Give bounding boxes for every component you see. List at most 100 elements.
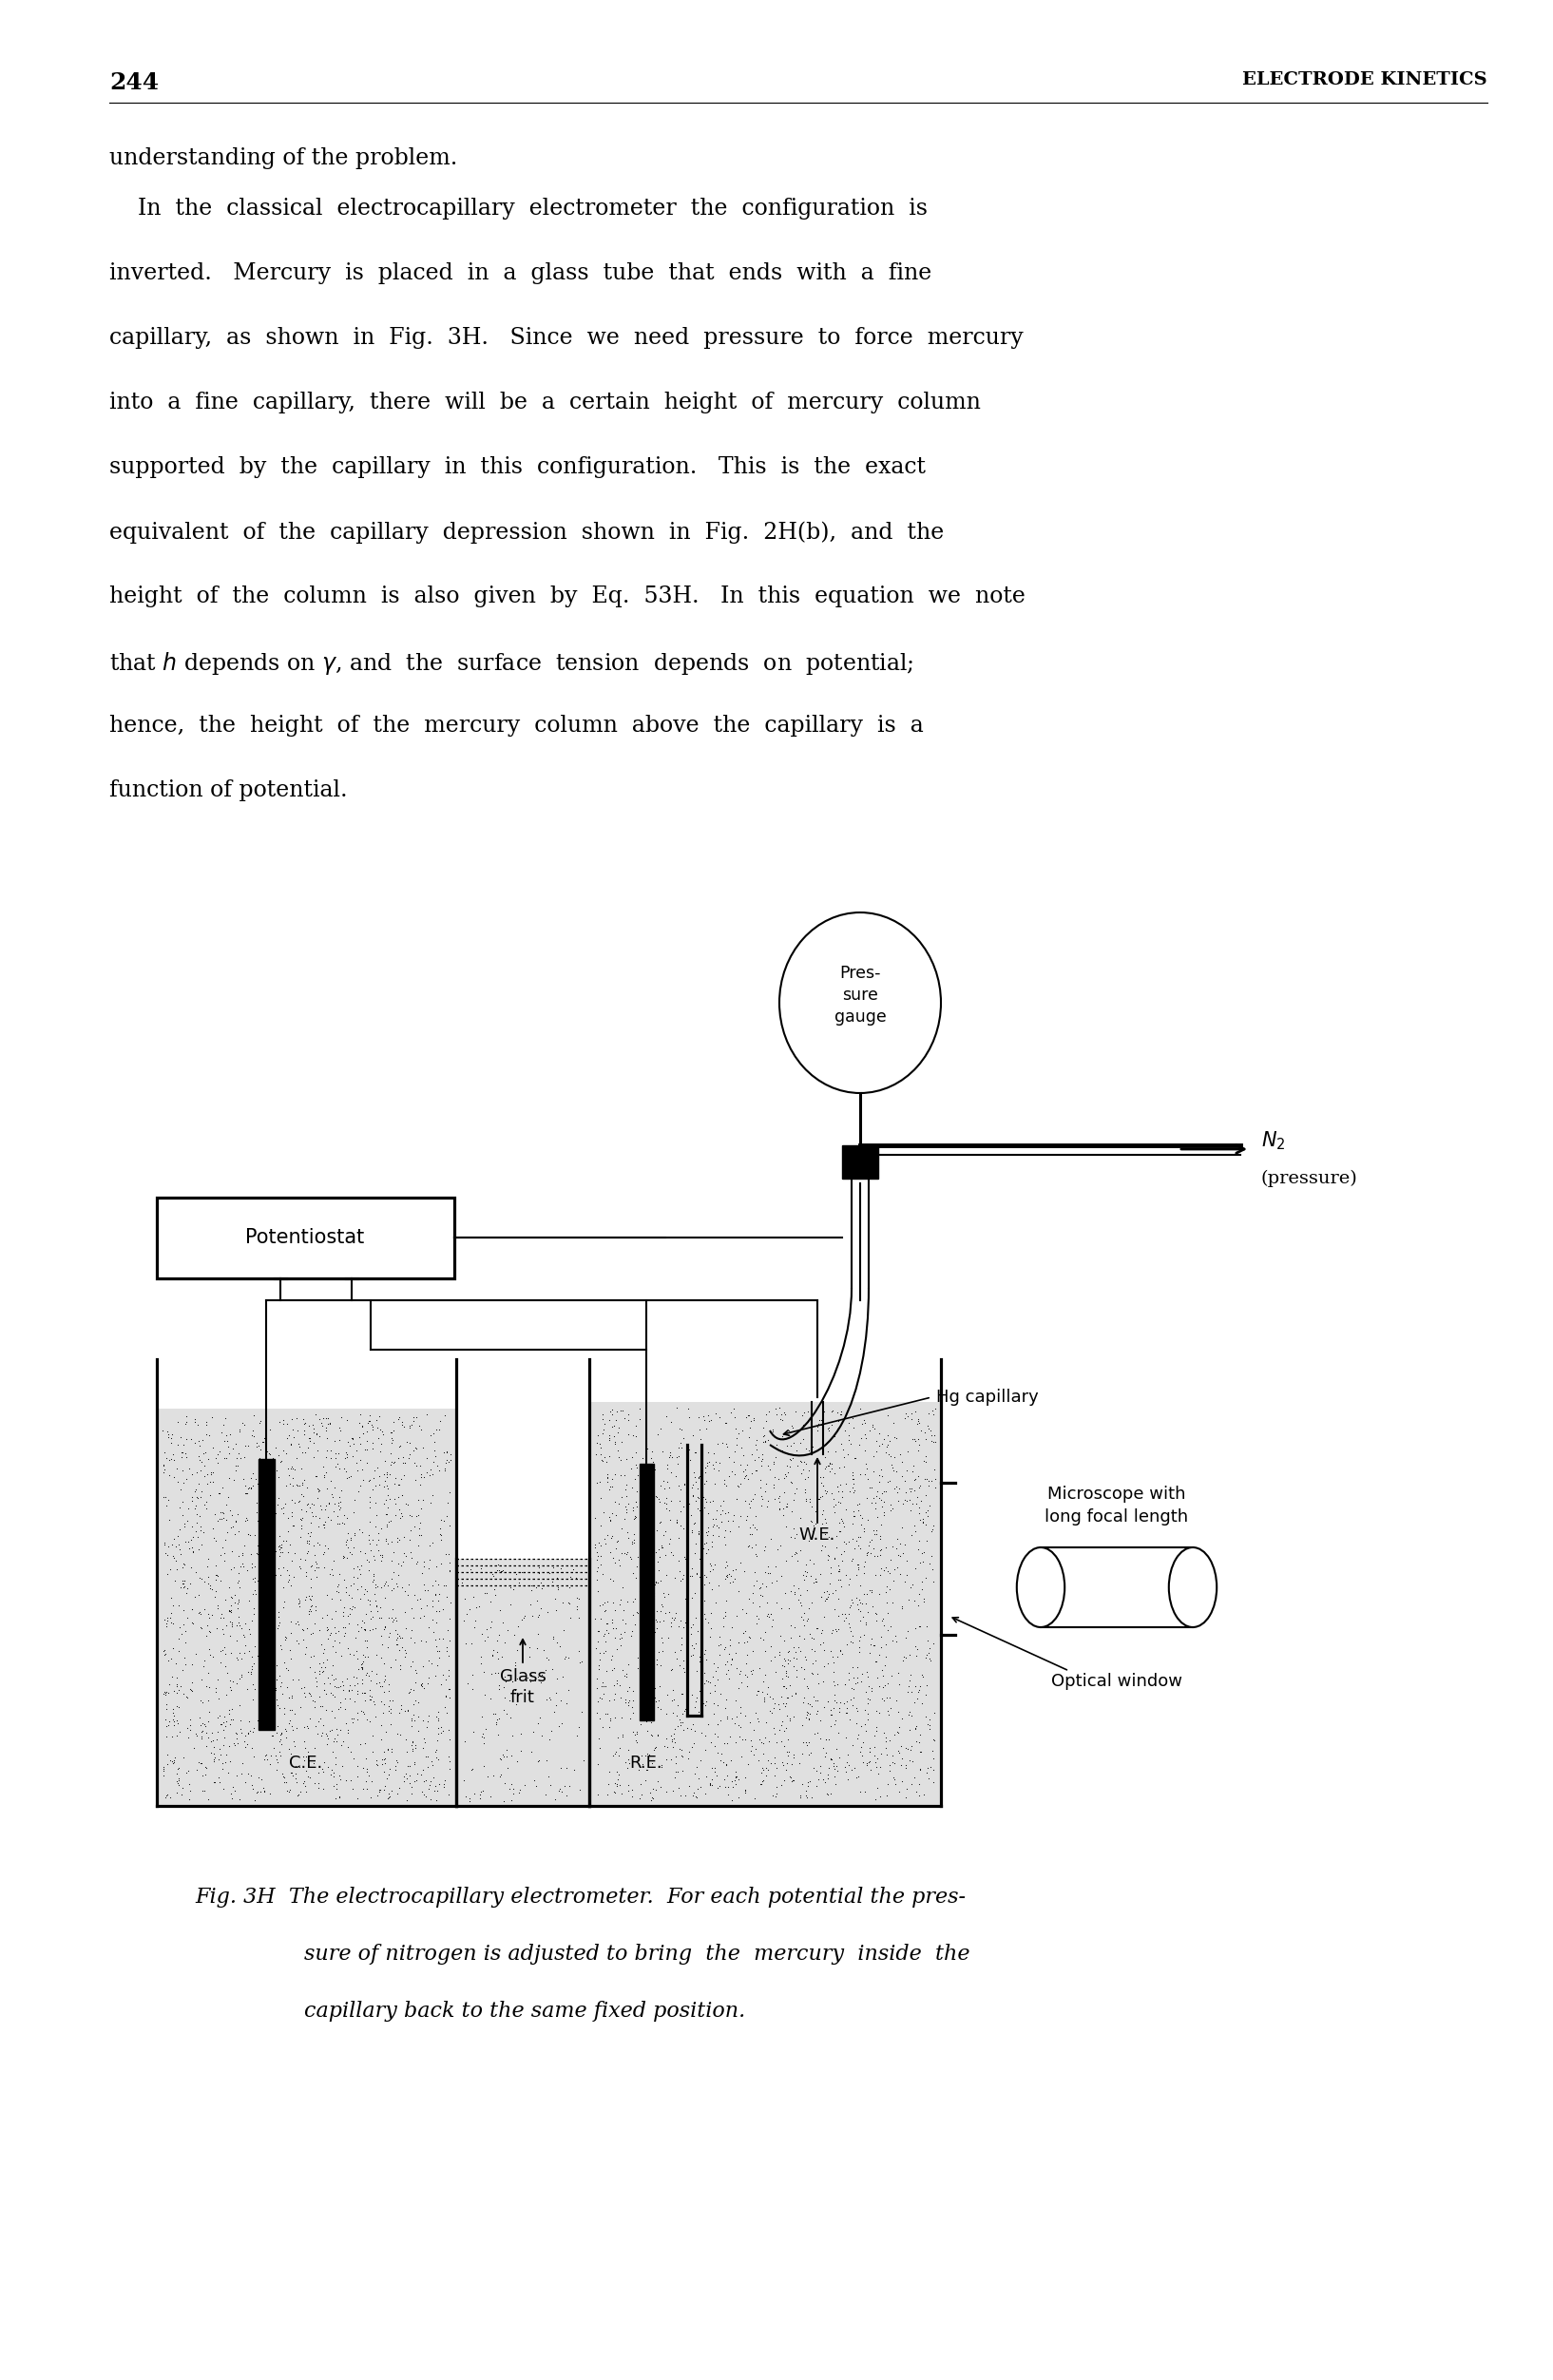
Point: [415, 1747, 439, 1785]
Point: [615, 1771, 640, 1809]
Point: [603, 1426, 627, 1464]
Point: [256, 1435, 281, 1473]
Point: [353, 1725, 377, 1764]
Point: [808, 1721, 832, 1759]
Point: [599, 1599, 624, 1637]
Point: [881, 1621, 905, 1659]
Point: [416, 1609, 441, 1647]
Point: [247, 1509, 272, 1547]
Point: [849, 1654, 874, 1692]
Point: [202, 1735, 227, 1773]
Point: [357, 1583, 382, 1621]
Point: [376, 1476, 401, 1514]
Point: [582, 1526, 607, 1564]
Point: [895, 1452, 919, 1490]
Point: [228, 1656, 253, 1695]
Point: [620, 1523, 644, 1561]
Point: [629, 1737, 654, 1775]
Point: [585, 1423, 610, 1461]
Point: [267, 1537, 292, 1576]
Point: [179, 1421, 203, 1459]
Point: [717, 1564, 742, 1602]
Point: [839, 1611, 863, 1649]
Point: [735, 1635, 759, 1673]
Point: [199, 1397, 224, 1435]
Point: [815, 1447, 840, 1485]
Point: [368, 1640, 393, 1678]
Point: [238, 1616, 262, 1654]
Point: [363, 1654, 388, 1692]
Point: [191, 1514, 216, 1552]
Point: [881, 1737, 905, 1775]
Point: [826, 1552, 851, 1590]
Point: [848, 1497, 873, 1535]
Point: [424, 1647, 449, 1685]
Point: [554, 1775, 579, 1814]
Point: [899, 1395, 924, 1433]
Point: [775, 1745, 800, 1783]
Point: [180, 1483, 205, 1521]
Point: [280, 1706, 304, 1745]
Point: [172, 1637, 197, 1676]
Point: [666, 1483, 691, 1521]
Point: [385, 1614, 410, 1652]
Point: [898, 1730, 922, 1768]
Point: [399, 1775, 424, 1814]
Point: [837, 1421, 862, 1459]
Point: [362, 1540, 387, 1578]
Point: [834, 1526, 859, 1564]
Point: [589, 1599, 613, 1637]
Point: [867, 1668, 891, 1706]
Point: [679, 1626, 704, 1664]
Point: [651, 1433, 676, 1471]
Point: [822, 1652, 846, 1690]
Point: [380, 1552, 405, 1590]
Point: [800, 1654, 825, 1692]
Point: [686, 1459, 711, 1497]
Point: [637, 1457, 662, 1495]
Point: [360, 1407, 385, 1445]
Point: [171, 1564, 196, 1602]
Point: [665, 1504, 690, 1542]
Point: [328, 1761, 353, 1799]
Point: [359, 1761, 384, 1799]
Point: [548, 1683, 573, 1721]
Point: [275, 1561, 300, 1599]
Point: [682, 1504, 707, 1542]
Point: [815, 1540, 840, 1578]
Point: [329, 1471, 354, 1509]
Point: [804, 1609, 829, 1647]
Point: [225, 1564, 250, 1602]
Point: [368, 1411, 393, 1449]
Point: [196, 1654, 221, 1692]
Point: [683, 1778, 708, 1816]
Point: [273, 1621, 298, 1659]
Point: [432, 1433, 457, 1471]
Point: [278, 1423, 303, 1461]
Point: [671, 1561, 696, 1599]
Point: [388, 1618, 413, 1656]
Point: [700, 1571, 725, 1609]
Point: [326, 1483, 351, 1521]
Point: [323, 1447, 348, 1485]
Point: [396, 1692, 421, 1730]
Point: [497, 1699, 522, 1737]
Point: [436, 1671, 461, 1709]
Point: [225, 1435, 250, 1473]
Point: [829, 1566, 854, 1604]
Point: [826, 1483, 851, 1521]
Point: [154, 1685, 179, 1723]
Point: [832, 1438, 857, 1476]
Point: [231, 1547, 256, 1585]
Point: [412, 1721, 436, 1759]
Point: [857, 1680, 882, 1718]
Point: [753, 1464, 778, 1502]
Point: [657, 1468, 682, 1507]
Point: [363, 1568, 388, 1606]
Point: [550, 1656, 575, 1695]
Point: [353, 1683, 377, 1721]
Point: [658, 1606, 683, 1645]
Point: [851, 1576, 876, 1614]
Point: [595, 1583, 620, 1621]
Point: [727, 1414, 752, 1452]
